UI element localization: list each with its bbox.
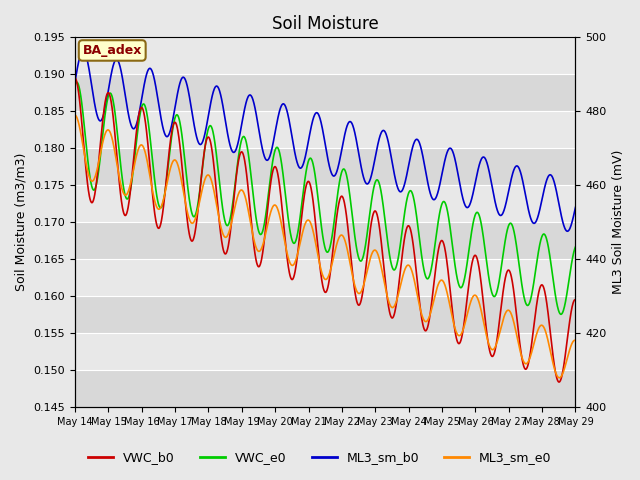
Bar bbox=[75, 111, 575, 148]
Bar bbox=[75, 370, 575, 407]
Text: BA_adex: BA_adex bbox=[83, 44, 142, 57]
Bar bbox=[75, 37, 575, 74]
Legend: VWC_b0, VWC_e0, ML3_sm_b0, ML3_sm_e0: VWC_b0, VWC_e0, ML3_sm_b0, ML3_sm_e0 bbox=[83, 446, 557, 469]
Bar bbox=[75, 185, 575, 222]
Bar bbox=[75, 333, 575, 370]
Title: Soil Moisture: Soil Moisture bbox=[272, 15, 379, 33]
Bar bbox=[75, 296, 575, 333]
Y-axis label: Soil Moisture (m3/m3): Soil Moisture (m3/m3) bbox=[15, 153, 28, 291]
Bar bbox=[75, 259, 575, 296]
Bar bbox=[75, 148, 575, 185]
Bar bbox=[75, 222, 575, 259]
Bar bbox=[75, 74, 575, 111]
Y-axis label: ML3 Soil Moisture (mV): ML3 Soil Moisture (mV) bbox=[612, 150, 625, 294]
